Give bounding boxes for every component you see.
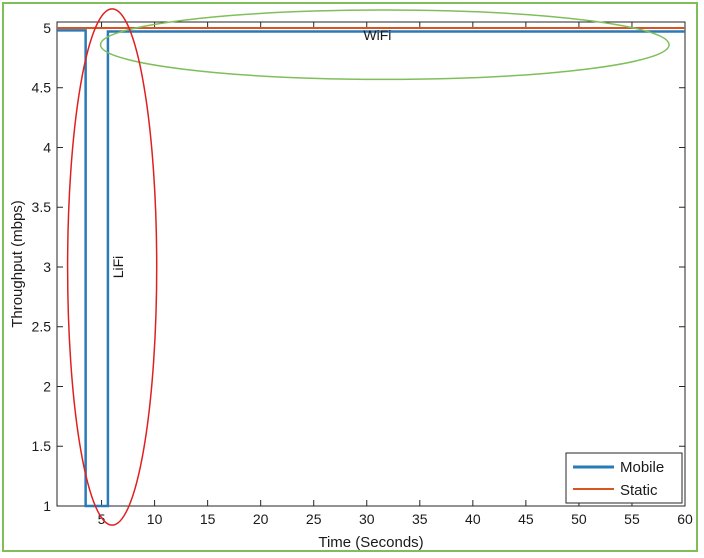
plot-area: [56, 21, 686, 507]
x-tick-label: 15: [200, 511, 216, 527]
legend-label-static: Static: [620, 482, 658, 499]
x-tick-label: 40: [465, 511, 481, 527]
y-tick-label: 5: [43, 20, 51, 36]
legend: Mobile Static: [565, 452, 683, 504]
x-tick-label: 25: [306, 511, 322, 527]
x-tick-label: 50: [571, 511, 587, 527]
y-tick-label: 3: [43, 259, 51, 275]
y-tick-label: 4.5: [32, 80, 52, 96]
series-lines: [57, 26, 685, 508]
highlight-ellipses: [66, 8, 670, 526]
y-tick-label: 2: [43, 378, 51, 394]
x-tick-label: 35: [412, 511, 428, 527]
x-tick-label: 10: [147, 511, 163, 527]
y-tick-label: 3.5: [32, 199, 52, 215]
y-tick-label: 4: [43, 139, 51, 155]
highlight-ellipse-lifi-region: [66, 8, 158, 526]
x-tick-label: 60: [677, 511, 693, 527]
figure-frame: [2, 2, 698, 552]
x-tick-label: 45: [518, 511, 534, 527]
x-tick-label: 20: [253, 511, 269, 527]
y-tick-label: 1.5: [32, 438, 52, 454]
annotation-wifi: WiFi: [363, 27, 391, 43]
highlight-ellipse-wifi-region: [99, 9, 670, 81]
legend-label-mobile: Mobile: [620, 459, 664, 476]
annotation-lifi: LiFi: [110, 256, 126, 279]
y-tick-label: 1: [43, 498, 51, 514]
x-tick-label: 30: [359, 511, 375, 527]
y-tick-label: 2.5: [32, 319, 52, 335]
x-axis-title: Time (Seconds): [318, 534, 423, 551]
legend-box: [565, 452, 683, 504]
x-tick-label: 55: [624, 511, 640, 527]
annotations: WiFi LiFi: [110, 27, 392, 278]
series-line-mobile: [57, 29, 685, 508]
y-axis-title: Throughput (mbps): [9, 200, 26, 328]
